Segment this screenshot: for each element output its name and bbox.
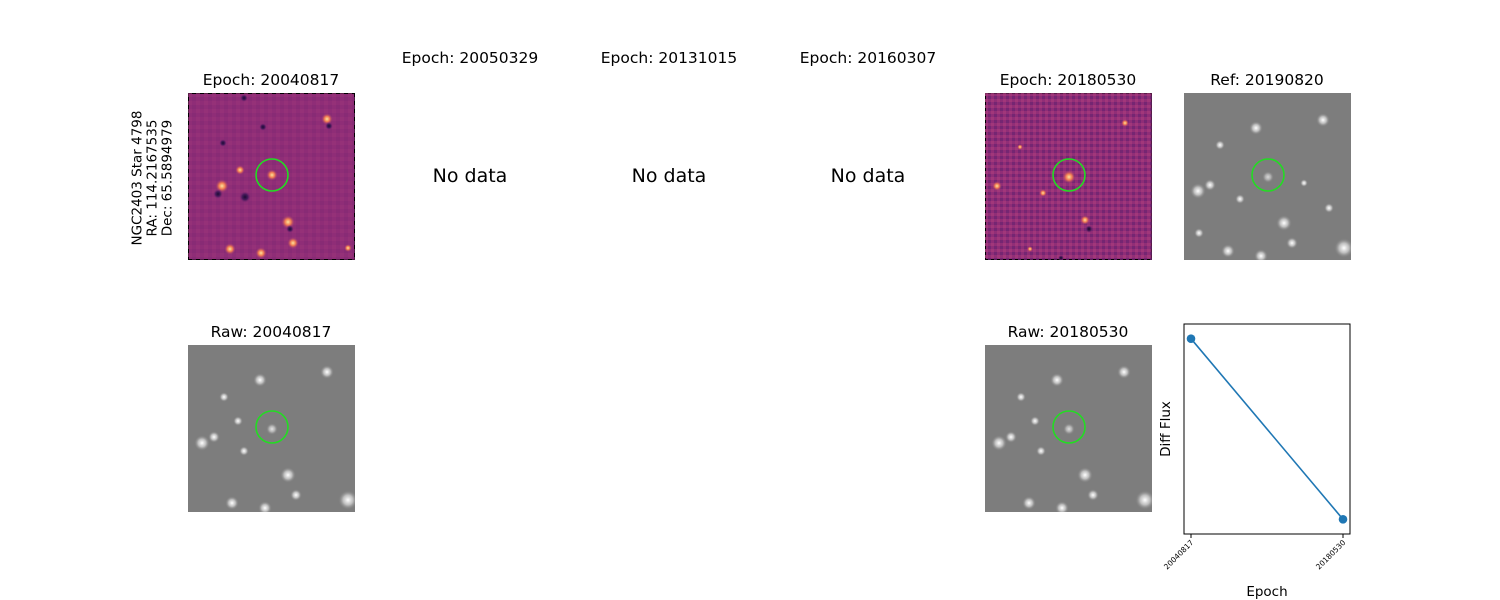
target-marker-circle: [1251, 158, 1285, 192]
panel-title-epoch-4: Epoch: 20160307: [799, 49, 937, 67]
panel-title-raw-5: Raw: 20180530: [1007, 323, 1129, 341]
light-curve-chart: Diff Flux Epoch 20040817 20180530: [1158, 323, 1351, 600]
target-marker-circle: [255, 410, 289, 444]
x-axis-label: Epoch: [1246, 584, 1287, 600]
plot-frame: [1183, 323, 1351, 535]
data-point: [1338, 515, 1348, 524]
raw-image-1-svg: [188, 345, 355, 512]
target-marker-circle: [255, 158, 289, 192]
star-ra: RA: 114.2167535: [144, 119, 161, 237]
panel-title-epoch-2: Epoch: 20050329: [401, 49, 539, 67]
star-dec: Dec: 65.5894979: [159, 119, 176, 237]
diff-image-1-svg: [188, 93, 355, 260]
reference-image-svg: [1184, 93, 1351, 260]
data-point: [1186, 334, 1196, 343]
y-axis-label: Diff Flux: [1158, 401, 1174, 457]
x-tick-label: 20040817: [1162, 538, 1196, 572]
series-line: [1190, 338, 1344, 520]
reference-image: [1184, 93, 1351, 260]
target-marker-circle: [1052, 410, 1086, 444]
raw-image-5-svg: [985, 345, 1152, 512]
panel-title-epoch-5: Epoch: 20180530: [999, 71, 1137, 89]
panel-title-epoch-3: Epoch: 20131015: [600, 49, 738, 67]
no-data-label-3: No data: [631, 165, 707, 187]
panel-title-ref: Ref: 20190820: [1210, 71, 1324, 89]
star-info-label: NGC2403 Star 4798 RA: 114.2167535 Dec: 6…: [129, 110, 176, 246]
diff-image-epoch-1: [188, 93, 355, 260]
raw-image-epoch-1: [188, 345, 355, 512]
diff-image-epoch-5: [985, 93, 1152, 260]
raw-image-epoch-5: [985, 345, 1152, 512]
diff-image-5-svg: [985, 93, 1152, 260]
star-name: NGC2403 Star 4798: [129, 110, 146, 246]
target-marker-circle: [1052, 158, 1086, 192]
plot-marks: 20040817 20180530: [1162, 334, 1348, 571]
no-data-label-4: No data: [830, 165, 906, 187]
panel-title-raw-1: Raw: 20040817: [210, 323, 332, 341]
x-tick-label: 20180530: [1314, 538, 1348, 572]
panel-title-epoch-1: Epoch: 20040817: [202, 71, 340, 89]
no-data-label-2: No data: [432, 165, 508, 187]
